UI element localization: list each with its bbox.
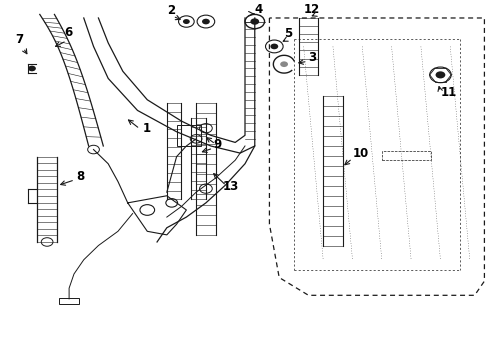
Circle shape: [183, 19, 190, 24]
Circle shape: [280, 61, 288, 67]
Text: 12: 12: [304, 3, 320, 15]
Circle shape: [436, 71, 445, 78]
Circle shape: [202, 19, 210, 24]
Text: 3: 3: [309, 51, 317, 64]
Text: 7: 7: [15, 33, 24, 46]
Text: 9: 9: [213, 138, 221, 151]
Bar: [176, 125, 201, 146]
Bar: [382, 151, 431, 160]
Circle shape: [270, 44, 278, 49]
Text: 13: 13: [223, 180, 239, 193]
Text: 4: 4: [255, 3, 263, 15]
Text: 10: 10: [352, 147, 369, 159]
Text: 1: 1: [143, 122, 150, 135]
Text: 8: 8: [76, 170, 85, 183]
Text: 11: 11: [441, 86, 457, 99]
Text: 5: 5: [284, 27, 293, 40]
Circle shape: [28, 66, 36, 71]
Bar: [59, 298, 79, 304]
Circle shape: [250, 18, 259, 25]
Text: 6: 6: [64, 26, 73, 39]
Text: 2: 2: [167, 4, 175, 17]
